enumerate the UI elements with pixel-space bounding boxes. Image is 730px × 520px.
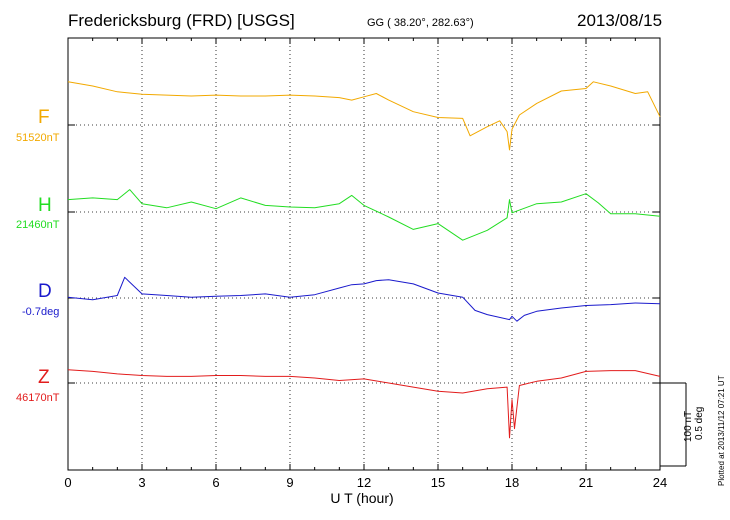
- z-channel-label: Z: [38, 367, 50, 388]
- series-f-line: [67, 81, 661, 151]
- x-tick-label: 21: [579, 475, 593, 490]
- series-d-line: [67, 276, 661, 322]
- coordinates-label: GG ( 38.20°, 282.63°): [367, 17, 474, 29]
- f-channel-label: F: [38, 107, 50, 128]
- x-tick-label: 6: [212, 475, 219, 490]
- station-title: Fredericksburg (FRD) [USGS]: [68, 11, 295, 30]
- x-axis-title: U T (hour): [330, 490, 394, 506]
- x-tick-label: 18: [505, 475, 519, 490]
- x-tick-label: 9: [286, 475, 293, 490]
- x-tick-label: 0: [64, 475, 71, 490]
- plotted-timestamp: Plotted at 2013/11/12 07:21 UT: [717, 375, 726, 486]
- h-baseline-label: 21460nT: [16, 219, 60, 231]
- z-baseline-label: 46170nT: [16, 392, 60, 404]
- series-h-line: [67, 189, 661, 241]
- f-baseline-label: 51520nT: [16, 132, 60, 144]
- d-channel-label: D: [38, 281, 52, 302]
- h-channel-label: H: [38, 195, 52, 216]
- scale-deg-label: 0.5 deg: [694, 406, 705, 440]
- d-baseline-label: -0.7deg: [22, 306, 60, 318]
- x-tick-label: 3: [138, 475, 145, 490]
- scale-nt-label: 100 nT: [683, 410, 694, 442]
- x-tick-label: 15: [431, 475, 445, 490]
- x-tick-label: 12: [357, 475, 371, 490]
- x-tick-label: 24: [653, 475, 667, 490]
- series-z-line: [67, 369, 661, 439]
- date-label: 2013/08/15: [577, 11, 663, 30]
